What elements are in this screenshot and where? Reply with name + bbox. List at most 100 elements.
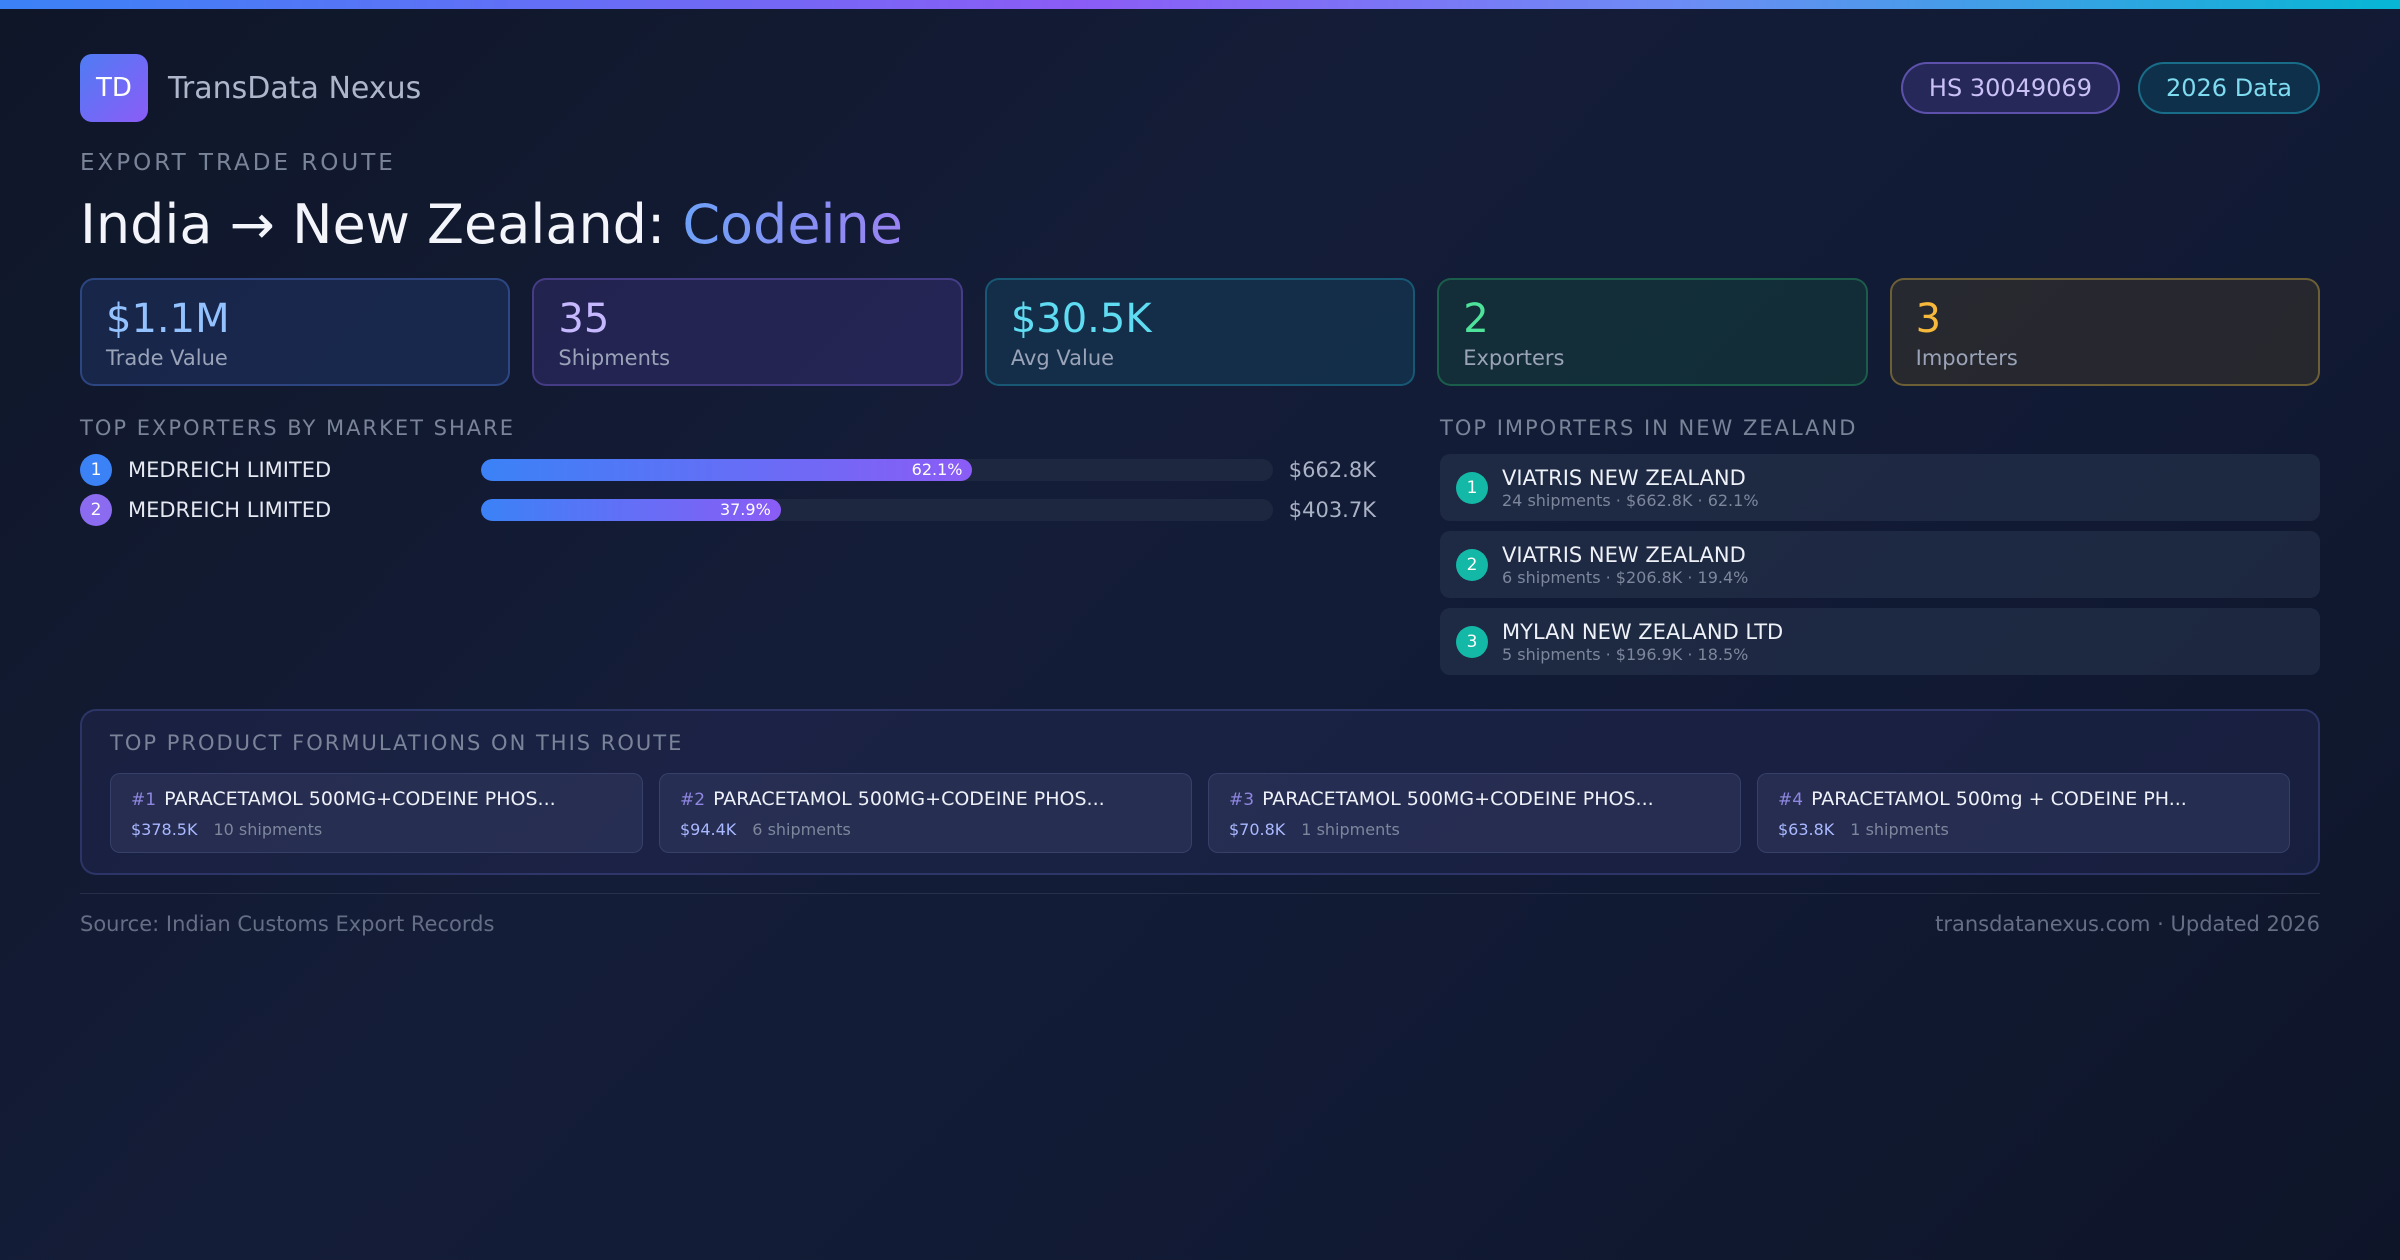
product-rank: #4: [1778, 790, 1804, 810]
product-rank: #3: [1229, 790, 1255, 810]
importer-name: MYLAN NEW ZEALAND LTD: [1502, 619, 1784, 644]
importer-meta: 24 shipments · $662.8K · 62.1%: [1502, 490, 1759, 510]
brand[interactable]: TD TransData Nexus: [80, 54, 421, 122]
stat-card-trade-value: $1.1M Trade Value: [80, 278, 511, 386]
share-bar-track: 62.1%: [480, 459, 1273, 481]
share-percent: 62.1%: [911, 460, 963, 479]
title-product: Codeine: [682, 193, 904, 256]
product-title: #2 PARACETAMOL 500MG+CODEINE PHOS...: [680, 788, 1171, 810]
header: TD TransData Nexus HS 30049069 2026 Data: [80, 54, 2320, 122]
importer-text: VIATRIS NEW ZEALAND 24 shipments · $662.…: [1502, 465, 1759, 511]
hs-code-badge: HS 30049069: [1900, 62, 2120, 114]
importer-name: VIATRIS NEW ZEALAND: [1502, 465, 1746, 490]
exporter-value: $403.7K: [1288, 498, 1376, 522]
product-rank: #1: [131, 790, 157, 810]
rank-badge: 1: [1456, 471, 1488, 504]
badges: HS 30049069 2026 Data: [1900, 62, 2320, 114]
section-title: TOP PRODUCT FORMULATIONS ON THIS ROUTE: [110, 731, 684, 755]
product-card[interactable]: #1 PARACETAMOL 500MG+CODEINE PHOS... $378…: [110, 773, 643, 853]
product-card[interactable]: #4 PARACETAMOL 500mg + CODEINE PH... $63.…: [1757, 773, 2290, 853]
stat-value: $1.1M: [106, 296, 230, 342]
stat-value: 2: [1463, 296, 1489, 342]
product-title: #1 PARACETAMOL 500MG+CODEINE PHOS...: [131, 788, 622, 810]
importer-card[interactable]: 2 VIATRIS NEW ZEALAND 6 shipments · $206…: [1440, 531, 2320, 598]
product-rank: #2: [680, 790, 706, 810]
product-name: PARACETAMOL 500MG+CODEINE PHOS...: [164, 788, 556, 810]
title-route: India → New Zealand:: [80, 193, 683, 256]
stat-value: 3: [1915, 296, 1942, 342]
product-shipments: 10 shipments: [213, 820, 323, 839]
rank-badge: 3: [1456, 625, 1488, 658]
share-bar-fill: 62.1%: [480, 459, 973, 481]
share-percent: 37.9%: [719, 500, 771, 519]
brand-name: TransData Nexus: [168, 70, 422, 106]
exporter-list: 1 MEDREICH LIMITED 62.1% $662.8K 2 MEDRE…: [80, 450, 1376, 530]
product-value: $94.4K: [680, 820, 737, 839]
product-value: $378.5K: [131, 820, 198, 839]
importer-list: 1 VIATRIS NEW ZEALAND 24 shipments · $66…: [1440, 454, 2320, 675]
share-bar-fill: 37.9%: [480, 499, 781, 521]
exporter-name: MEDREICH LIMITED: [128, 498, 332, 522]
product-shipments: 6 shipments: [752, 820, 851, 839]
product-meta: $378.5K 10 shipments: [131, 820, 622, 839]
product-list: #1 PARACETAMOL 500MG+CODEINE PHOS... $378…: [110, 773, 2290, 853]
stat-label: Shipments: [558, 346, 671, 370]
footer: Source: Indian Customs Export Records tr…: [80, 912, 2320, 936]
product-name: PARACETAMOL 500MG+CODEINE PHOS...: [1262, 788, 1654, 810]
product-meta: $70.8K 1 shipments: [1229, 820, 1720, 839]
stat-label: Avg Value: [1010, 346, 1115, 370]
rank-badge: 2: [80, 494, 112, 526]
product-title: #3 PARACETAMOL 500MG+CODEINE PHOS...: [1229, 788, 1720, 810]
product-name: PARACETAMOL 500MG+CODEINE PHOS...: [713, 788, 1105, 810]
stat-cards: $1.1M Trade Value 35 Shipments $30.5K Av…: [80, 278, 2321, 386]
exporters-section: TOP EXPORTERS BY MARKET SHARE 1 MEDREICH…: [80, 416, 1376, 675]
product-value: $63.8K: [1778, 820, 1835, 839]
stat-card-avg-value: $30.5K Avg Value: [984, 278, 1416, 386]
stat-label: Trade Value: [106, 346, 228, 370]
year-badge: 2026 Data: [2137, 62, 2320, 114]
stat-value: 35: [558, 296, 610, 342]
importer-text: MYLAN NEW ZEALAND LTD 5 shipments · $196…: [1502, 619, 1783, 665]
importer-card[interactable]: 1 VIATRIS NEW ZEALAND 24 shipments · $66…: [1440, 454, 2320, 521]
importers-section: TOP IMPORTERS IN NEW ZEALAND 1 VIATRIS N…: [1440, 416, 2320, 675]
share-bar-track: 37.9%: [480, 499, 1273, 521]
importer-meta: 5 shipments · $196.9K · 18.5%: [1502, 644, 1749, 664]
section-title: TOP EXPORTERS BY MARKET SHARE: [80, 416, 516, 440]
stat-value: $30.5K: [1010, 296, 1152, 342]
products-section: TOP PRODUCT FORMULATIONS ON THIS ROUTE #…: [80, 709, 2320, 875]
product-title: #4 PARACETAMOL 500mg + CODEINE PH...: [1778, 788, 2269, 810]
product-name: PARACETAMOL 500mg + CODEINE PH...: [1811, 788, 2187, 810]
page-title: India → New Zealand: Codeine: [80, 192, 2320, 258]
footer-source: Source: Indian Customs Export Records: [80, 912, 495, 936]
product-value: $70.8K: [1229, 820, 1286, 839]
product-meta: $63.8K 1 shipments: [1778, 820, 2269, 839]
stat-label: Exporters: [1463, 346, 1565, 370]
stat-label: Importers: [1915, 346, 2018, 370]
stat-card-shipments: 35 Shipments: [532, 278, 963, 386]
exporter-row[interactable]: 1 MEDREICH LIMITED 62.1% $662.8K: [80, 450, 1376, 490]
top-accent-bar: [0, 0, 2400, 9]
exporter-value: $662.8K: [1288, 458, 1376, 482]
product-card[interactable]: #2 PARACETAMOL 500MG+CODEINE PHOS... $94.…: [659, 773, 1192, 853]
product-card[interactable]: #3 PARACETAMOL 500MG+CODEINE PHOS... $70.…: [1208, 773, 1741, 853]
importer-name: VIATRIS NEW ZEALAND: [1502, 542, 1746, 567]
eyebrow: EXPORT TRADE ROUTE: [80, 150, 396, 176]
exporter-row[interactable]: 2 MEDREICH LIMITED 37.9% $403.7K: [80, 490, 1376, 530]
logo: TD: [80, 54, 148, 122]
importer-card[interactable]: 3 MYLAN NEW ZEALAND LTD 5 shipments · $1…: [1440, 608, 2320, 675]
section-title: TOP IMPORTERS IN NEW ZEALAND: [1440, 416, 1858, 440]
stat-card-exporters: 2 Exporters: [1437, 278, 1868, 386]
exporter-name: MEDREICH LIMITED: [128, 458, 332, 482]
main-columns: TOP EXPORTERS BY MARKET SHARE 1 MEDREICH…: [80, 416, 2320, 675]
page: TD TransData Nexus HS 30049069 2026 Data…: [80, 54, 2321, 936]
importer-meta: 6 shipments · $206.8K · 19.4%: [1502, 567, 1749, 587]
product-shipments: 1 shipments: [1850, 820, 1949, 839]
rank-badge: 1: [80, 454, 112, 486]
rank-badge: 2: [1456, 548, 1488, 581]
product-meta: $94.4K 6 shipments: [680, 820, 1171, 839]
stat-card-importers: 3 Importers: [1889, 278, 2321, 386]
importer-text: VIATRIS NEW ZEALAND 6 shipments · $206.8…: [1502, 542, 1748, 588]
product-shipments: 1 shipments: [1301, 820, 1400, 839]
footer-divider: [80, 893, 2320, 894]
footer-site-link[interactable]: transdatanexus.com · Updated 2026: [1935, 912, 2320, 936]
